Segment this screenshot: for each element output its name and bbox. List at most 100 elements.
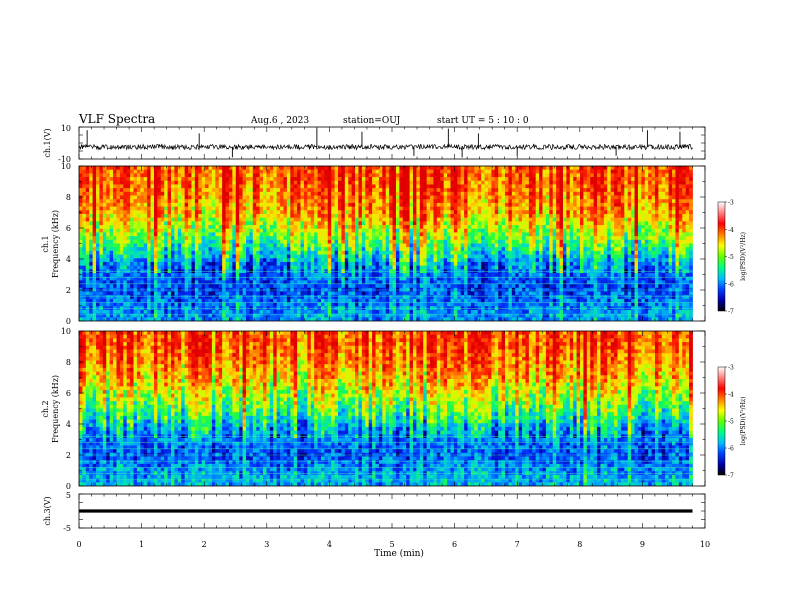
spectrogram-cell: [228, 250, 233, 255]
spectrogram-cell: [235, 213, 240, 219]
spectrogram-cell: [143, 177, 148, 182]
spectrogram-cell: [440, 180, 445, 185]
spectrogram-cell: [153, 236, 158, 241]
spectrogram-cell: [85, 169, 90, 174]
spectrogram-cell: [85, 243, 90, 248]
spectrogram-cell: [96, 206, 100, 211]
spectrogram-cell: [201, 280, 206, 285]
spectrogram-cell: [426, 199, 431, 204]
spectrogram-cell: [232, 295, 237, 300]
spectrogram-cell: [348, 273, 353, 278]
spectrogram-cell: [218, 195, 223, 200]
spectrogram-cell: [198, 188, 203, 193]
spectrogram-cell: [239, 247, 243, 252]
spectrogram-cell: [453, 250, 458, 255]
spectrogram-cell: [286, 173, 291, 178]
spectrogram-cell: [157, 236, 162, 241]
spectrogram-cell: [167, 169, 172, 174]
spectrogram-cell: [426, 295, 431, 300]
spectrogram-cell: [188, 250, 192, 255]
spectrogram-cell: [174, 202, 179, 207]
spectrogram-cell: [208, 180, 213, 185]
spectrogram-cell: [436, 206, 441, 211]
spectrogram-cell: [402, 258, 407, 263]
spectrogram-cell: [300, 258, 305, 263]
spectrogram-cell: [426, 254, 431, 259]
spectrogram-cell: [464, 250, 468, 255]
spectrogram-cell: [198, 225, 203, 230]
spectrogram-cell: [191, 232, 196, 237]
spectrogram-cell: [218, 206, 223, 211]
spectrogram-cell: [467, 295, 472, 300]
spectrogram-cell: [430, 188, 434, 193]
spectrogram-cell: [300, 250, 305, 255]
spectrogram-cell: [372, 239, 376, 244]
spectrogram-cell: [116, 210, 121, 215]
spectrogram-cell: [348, 261, 353, 267]
spectrogram-cell: [341, 180, 346, 185]
spectrogram-cell: [222, 280, 226, 285]
spectrogram-cell: [249, 177, 254, 182]
spectrogram-cell: [171, 284, 175, 289]
spectrogram-cell: [188, 317, 192, 321]
spectrogram-cell: [222, 302, 226, 307]
spectrogram-cell: [443, 254, 448, 259]
spectrogram-cell: [153, 265, 158, 270]
spectrogram-cell: [317, 228, 322, 233]
spectrogram-cell: [153, 195, 158, 200]
spectrogram-cell: [276, 169, 281, 174]
spectrogram-cell: [361, 188, 366, 193]
spectrogram-cell: [283, 295, 288, 300]
spectrogram-cell: [136, 199, 141, 204]
spectrogram-cell: [283, 184, 288, 189]
spectrogram-cell: [239, 276, 243, 281]
spectrogram-cell: [297, 166, 301, 171]
spectrogram-cell: [150, 213, 155, 219]
spectrogram-cell: [123, 239, 128, 244]
spectrogram-cell: [344, 295, 349, 300]
spectrogram-cell: [215, 243, 220, 248]
spectrogram-cell: [368, 313, 373, 318]
spectrogram-cell: [331, 302, 336, 307]
spectrogram-cell: [392, 195, 397, 200]
spectrogram-cell: [375, 280, 380, 285]
spectrogram-cell: [174, 276, 179, 281]
spectrogram-cell: [181, 239, 186, 244]
spectrogram-cell: [358, 236, 363, 241]
spectrogram-cell: [194, 177, 199, 182]
spectrogram-cell: [167, 309, 172, 315]
spectrogram-cell: [167, 261, 172, 267]
spectrogram-cell: [286, 306, 291, 311]
spectrogram-cell: [358, 173, 363, 178]
spectrogram-cell: [215, 239, 220, 244]
spectrogram-cell: [460, 191, 465, 196]
spectrogram-cell: [246, 309, 250, 315]
spectrogram-cell: [133, 210, 138, 215]
spectrogram-cell: [470, 225, 475, 230]
spectrogram-cell: [320, 221, 325, 226]
spectrogram-cell: [286, 166, 291, 171]
spectrogram-cell: [130, 199, 134, 204]
spectrogram-cell: [409, 184, 414, 189]
spectrogram-cell: [160, 166, 165, 171]
spectrogram-cell: [266, 280, 271, 285]
spectrogram-cell: [273, 284, 278, 289]
spectrogram-cell: [426, 177, 431, 182]
spectrogram-cell: [184, 243, 189, 248]
spectrogram-cell: [194, 313, 199, 318]
spectrogram-cell: [406, 280, 410, 285]
spectrogram-cell: [164, 202, 169, 207]
spectrogram-cell: [102, 221, 107, 226]
spectrogram-cell: [443, 173, 448, 178]
spectrogram-cell: [358, 217, 363, 222]
spectrogram-cell: [447, 239, 451, 244]
spectrogram-cell: [331, 273, 336, 278]
spectrogram-cell: [160, 217, 165, 222]
spectrogram-cell: [423, 221, 428, 226]
spectrogram-cell: [453, 202, 458, 207]
spectrogram-cell: [433, 213, 438, 219]
spectrogram-cell: [153, 199, 158, 204]
spectrogram-cell: [450, 280, 455, 285]
spectrogram-cell: [157, 284, 162, 289]
spectrogram-cell: [249, 228, 254, 233]
